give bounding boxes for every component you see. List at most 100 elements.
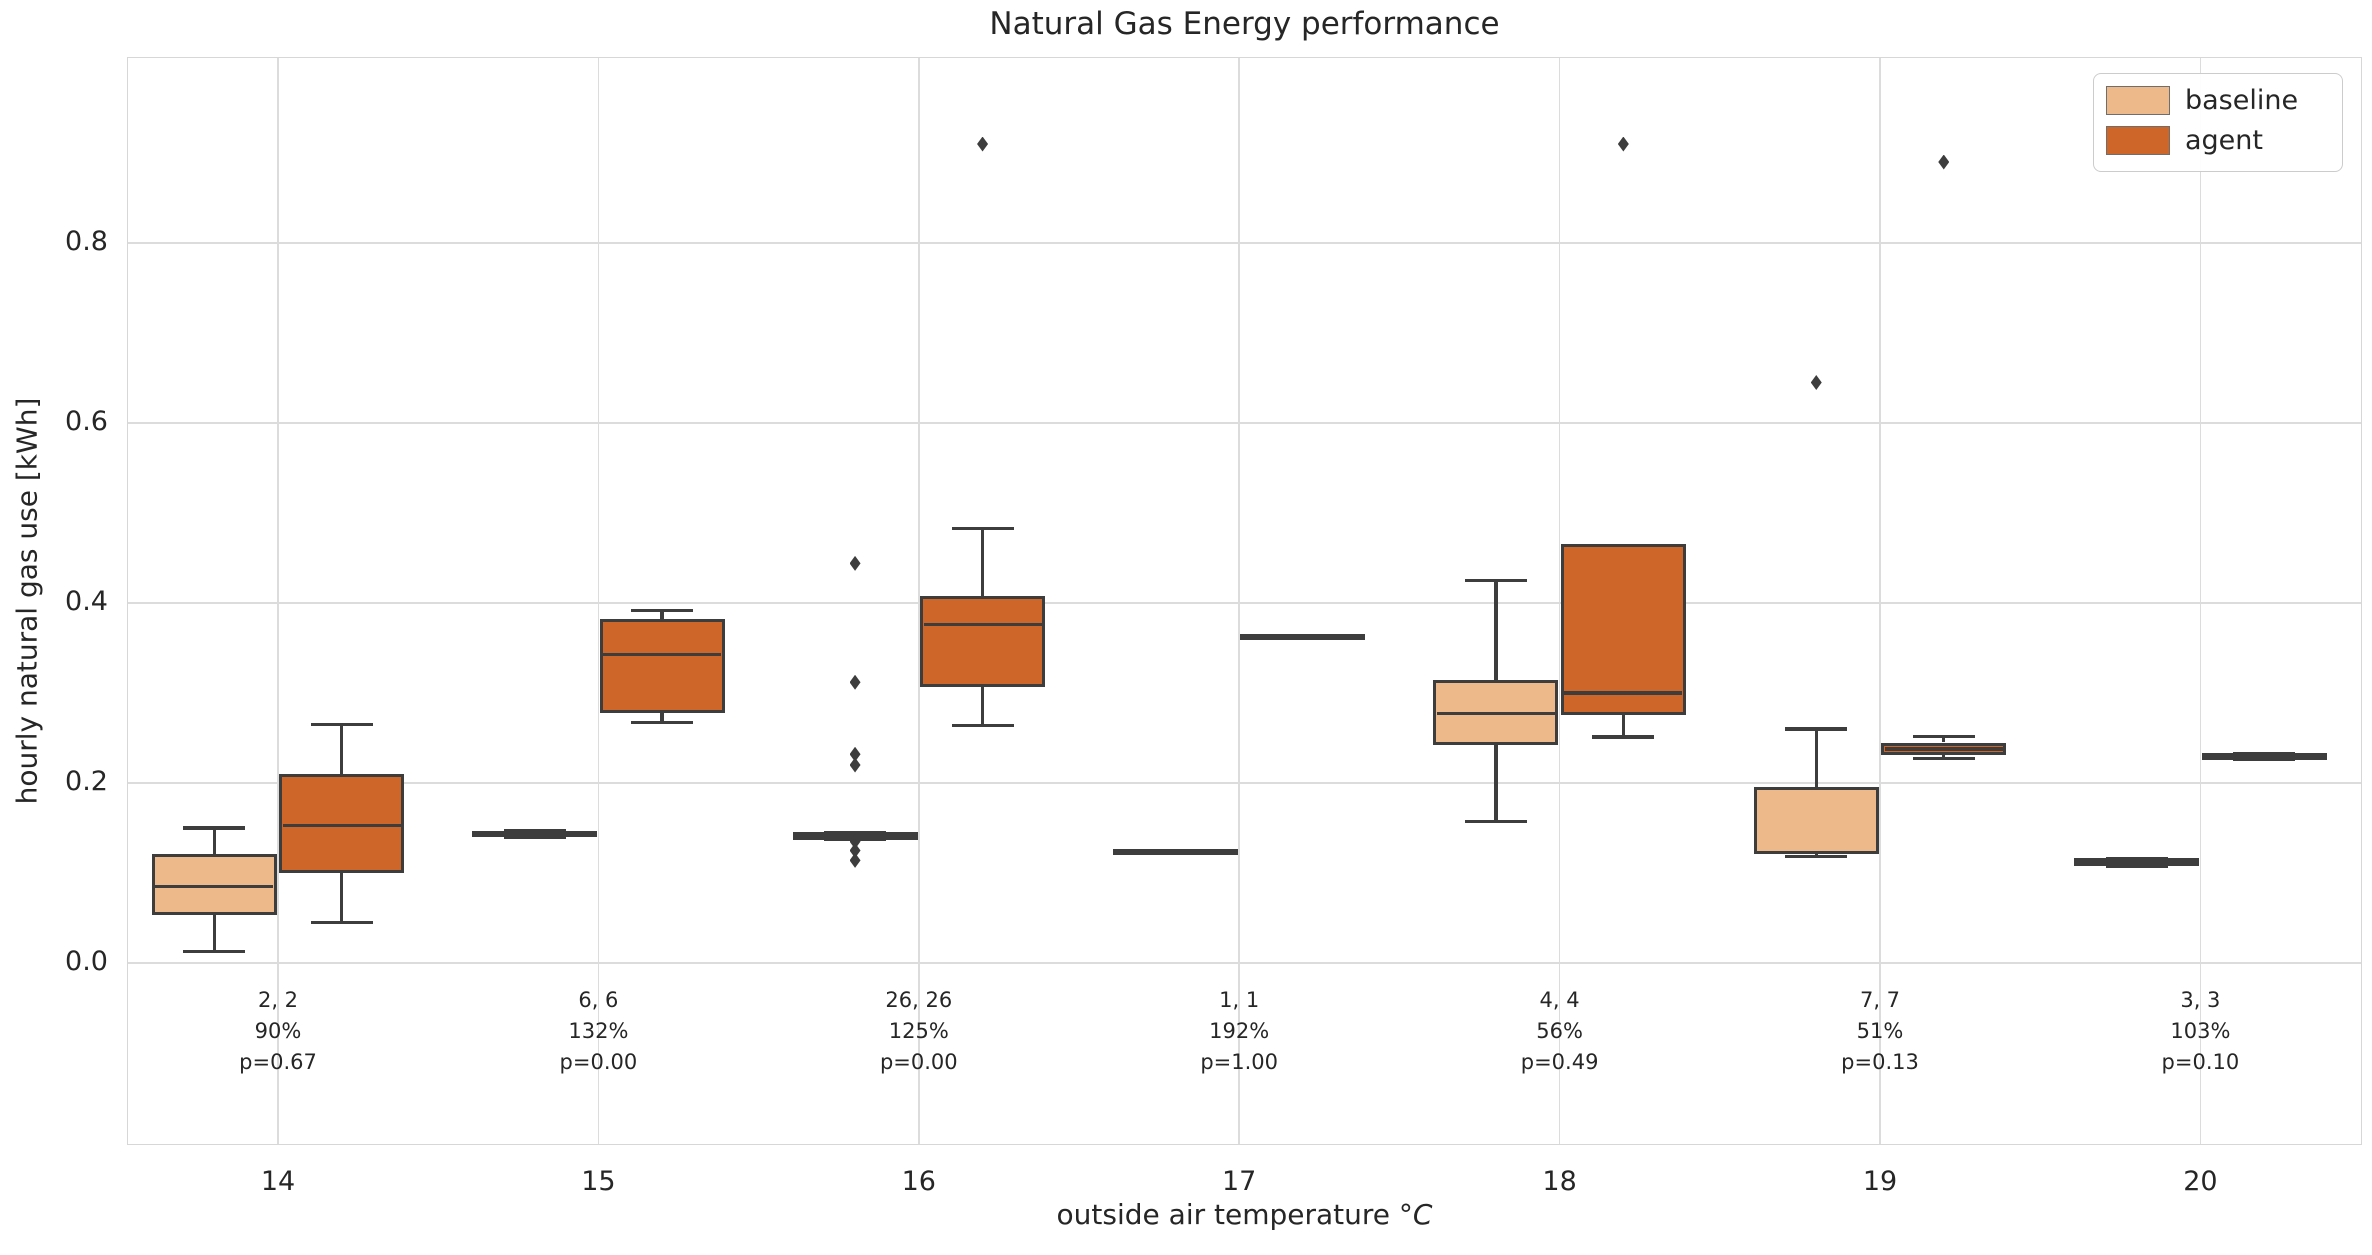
whisker-cap	[631, 721, 694, 725]
x-tick-label: 20	[2183, 1166, 2218, 1197]
group-annotation: 7, 7 51% p=0.13	[1780, 985, 1980, 1078]
annotation-line: p=1.00	[1200, 1050, 1279, 1074]
legend-item-agent: agent	[2106, 126, 2342, 155]
legend-label: agent	[2185, 125, 2263, 156]
box-flat-agent	[2201, 753, 2327, 760]
box-agent	[599, 619, 725, 713]
outlier-diamond	[849, 555, 861, 571]
annotation-line: p=0.00	[559, 1050, 638, 1074]
median-line	[1564, 691, 1683, 695]
group-annotation: 4, 4 56% p=0.49	[1460, 985, 1660, 1078]
box-flat-baseline	[472, 830, 598, 838]
box-agent	[920, 595, 1046, 687]
h-gridline	[127, 782, 2362, 784]
box-flat-agent	[1240, 634, 1366, 640]
whisker-cap	[951, 723, 1014, 728]
annotation-line: 4, 4	[1539, 988, 1580, 1012]
whisker-cap	[631, 608, 694, 612]
x-axis-label: outside air temperature °C	[127, 1198, 2362, 1231]
v-gridline	[1558, 57, 1561, 1145]
annotation-line: 2, 2	[257, 988, 299, 1012]
whisker-cap	[1464, 820, 1527, 824]
y-tick-label: 0.2	[65, 766, 108, 797]
v-gridline	[1879, 57, 1881, 1145]
whisker-cap	[1785, 727, 1848, 731]
x-tick-label: 15	[581, 1166, 616, 1197]
whisker-cap	[1912, 757, 1975, 761]
median-line	[282, 823, 401, 828]
h-gridline	[127, 602, 2362, 604]
whisker-line	[1494, 745, 1498, 822]
x-tick-label: 14	[260, 1166, 296, 1197]
annotation-line: 56%	[1536, 1019, 1583, 1043]
annotation-line: p=0.13	[1841, 1050, 1919, 1074]
whisker-cap	[1464, 578, 1527, 583]
legend-swatch-agent	[2106, 126, 2170, 155]
h-gridline	[127, 422, 2362, 424]
x-axis-label-unit: °C	[1398, 1198, 1433, 1231]
v-gridline	[2199, 57, 2202, 1145]
outlier-diamond	[849, 843, 861, 858]
whisker-line	[340, 873, 344, 923]
h-gridline	[127, 242, 2362, 244]
y-tick-label: 0.6	[65, 406, 108, 437]
group-annotation: 3, 3 103% p=0.10	[2100, 985, 2300, 1078]
annotation-line: 132%	[568, 1019, 629, 1043]
outlier-diamond	[849, 757, 861, 773]
annotation-line: 1, 1	[1219, 988, 1260, 1012]
median-line	[603, 652, 722, 657]
whisker-cap	[951, 526, 1014, 530]
whisker-line	[980, 686, 985, 726]
y-tick-label: 0.8	[65, 226, 108, 257]
whisker-line	[1621, 714, 1626, 738]
x-tick-label: 19	[1862, 1166, 1898, 1197]
whisker-cap	[2105, 865, 2168, 869]
group-annotation: 2, 2 90% p=0.67	[178, 985, 378, 1078]
annotation-line: p=0.10	[2161, 1050, 2240, 1074]
v-gridline	[597, 57, 600, 1145]
v-gridline	[1238, 57, 1240, 1145]
median-line	[1757, 850, 1876, 855]
y-tick-label: 0.0	[65, 946, 108, 977]
outlier-diamond	[1617, 136, 1629, 152]
outlier-diamond	[849, 674, 861, 690]
whisker-cap	[310, 920, 373, 925]
annotation-line: 26, 26	[885, 988, 953, 1012]
box-flat-baseline	[2074, 857, 2200, 866]
outlier-diamond	[849, 834, 861, 849]
median-line	[155, 884, 274, 889]
annotation-line: p=0.00	[879, 1050, 958, 1074]
axes-frame	[127, 57, 2362, 1145]
annotation-line: 90%	[254, 1019, 302, 1043]
whisker-cap	[183, 826, 246, 830]
y-tick-label: 0.4	[65, 586, 108, 617]
whisker-cap	[310, 722, 373, 727]
legend-item-baseline: baseline	[2106, 86, 2342, 115]
group-annotation: 6, 6 132% p=0.00	[498, 985, 698, 1078]
legend-label: baseline	[2185, 85, 2299, 116]
x-tick-label: 17	[1222, 1166, 1257, 1197]
box-agent	[1560, 543, 1686, 715]
x-tick-label: 16	[901, 1166, 936, 1197]
annotation-line: 3, 3	[2180, 988, 2221, 1012]
whisker-line	[1942, 736, 1946, 743]
whisker-line	[212, 915, 216, 952]
outlier-diamond	[1938, 154, 1950, 170]
annotation-line: 192%	[1209, 1019, 1270, 1043]
v-gridline	[277, 57, 279, 1145]
outlier-diamond	[1810, 375, 1822, 390]
whisker-line	[660, 712, 664, 723]
outlier-diamond	[849, 852, 861, 868]
chart-title: Natural Gas Energy performance	[989, 6, 1500, 42]
annotation-line: p=0.49	[1520, 1050, 1599, 1074]
whisker-cap	[1592, 735, 1655, 739]
median-line	[1436, 711, 1555, 716]
median-line	[923, 622, 1042, 627]
annotation-line: p=0.67	[239, 1050, 317, 1074]
outlier-diamond	[849, 746, 861, 762]
whisker-cap	[183, 949, 246, 953]
legend: baseline agent	[2093, 73, 2343, 172]
box-flat-baseline	[1112, 849, 1238, 855]
